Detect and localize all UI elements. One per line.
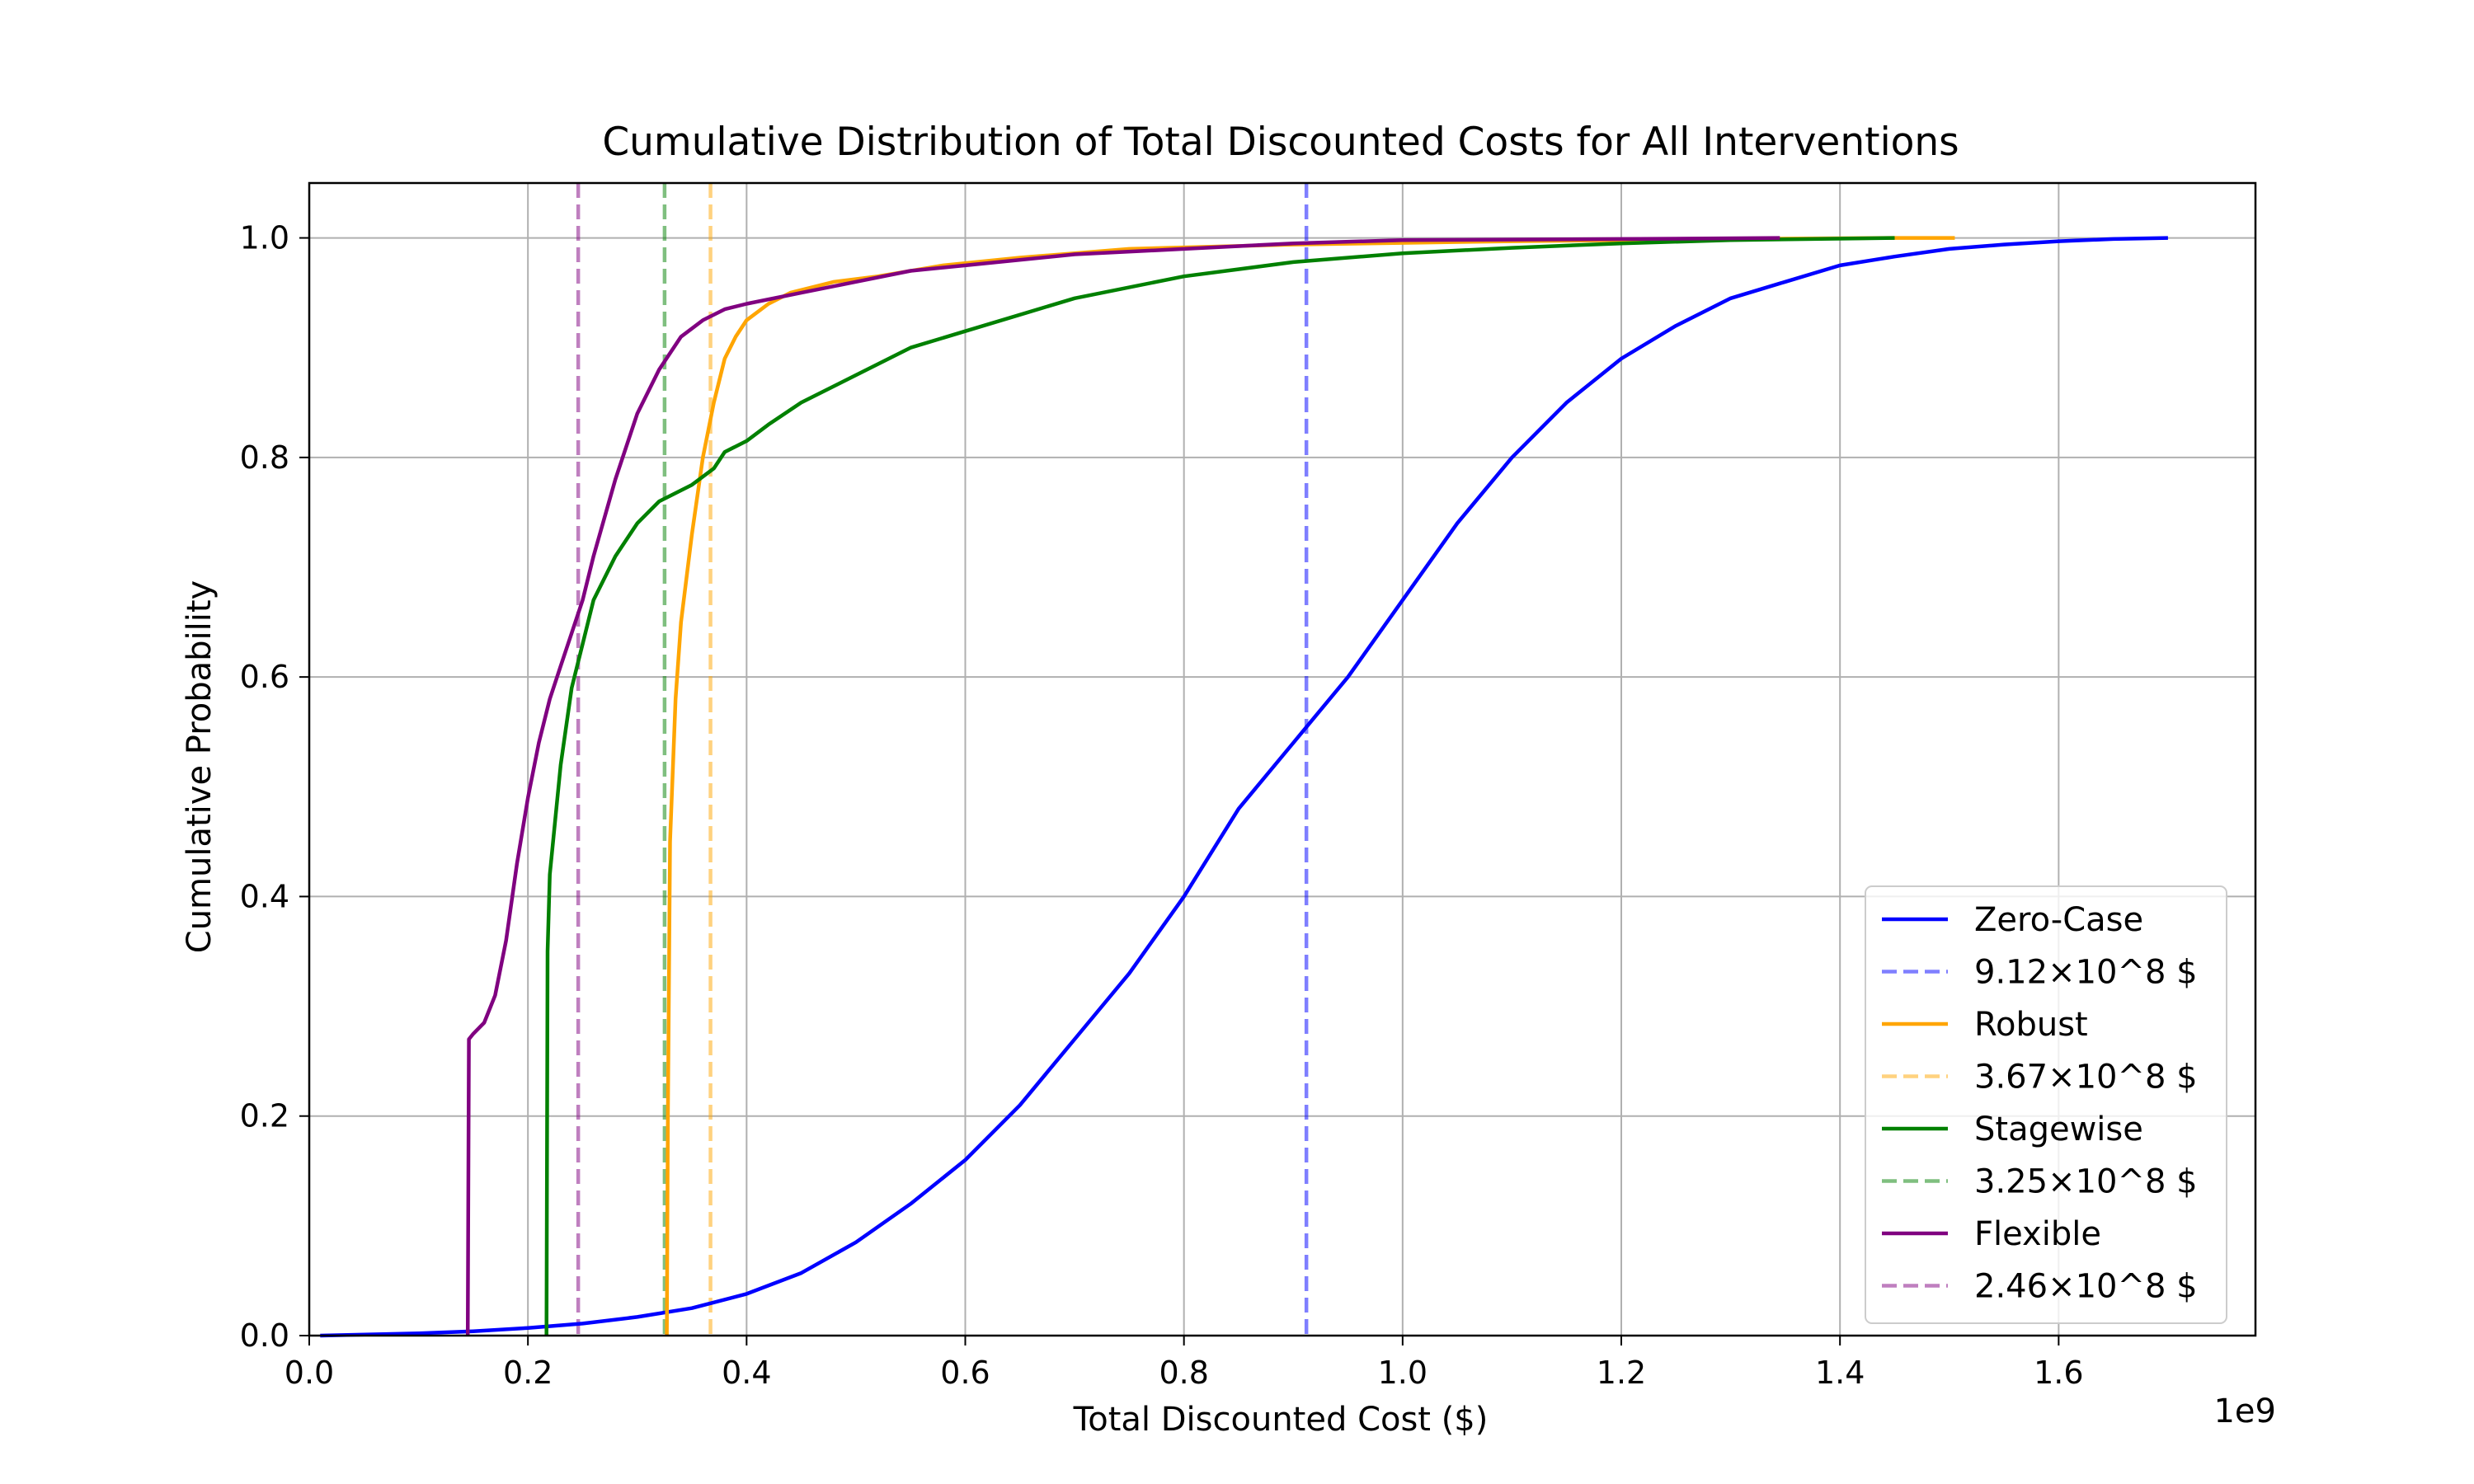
- y-axis-label: Cumulative Probability: [181, 580, 219, 953]
- x-tick-label: 0.8: [1159, 1355, 1208, 1391]
- series-line: [320, 236, 2168, 1338]
- legend-label: Zero-Case: [1974, 901, 2143, 939]
- y-tick-label: 0.4: [240, 878, 289, 914]
- x-tick-label: 1.6: [2034, 1355, 2083, 1391]
- legend: Zero-Case 9.12×10^8 $ Robust 3.67×10^8 $ Sta…: [1865, 885, 2227, 1324]
- legend-label: 3.25×10^8 $: [1974, 1163, 2198, 1201]
- y-tick-label: 1.0: [240, 220, 289, 256]
- x-tick-label: 1.0: [1378, 1355, 1427, 1391]
- y-tick-label: 0.0: [240, 1317, 289, 1354]
- x-axis-label: Total Discounted Cost ($): [1073, 1401, 1489, 1439]
- axis-ticks: 0.0 0.2 0.4 0.6 0.8 1.0 1.2 1.4 1.6 0.0 0.2 0.4 0.6 0…: [240, 220, 2084, 1391]
- x-axis-offset-label: 1e9: [2213, 1392, 2276, 1430]
- legend-label: Robust: [1974, 1006, 2088, 1044]
- legend-label: Flexible: [1974, 1215, 2101, 1253]
- y-tick-label: 0.8: [240, 439, 289, 476]
- legend-label: 9.12×10^8 $: [1974, 954, 2198, 992]
- legend-label: 3.67×10^8 $: [1974, 1059, 2198, 1097]
- legend-box: [1865, 885, 2227, 1324]
- series-line: [665, 236, 1955, 1336]
- legend-label: Stagewise: [1974, 1111, 2143, 1148]
- x-tick-label: 0.2: [503, 1355, 553, 1391]
- series-line: [544, 236, 1895, 1336]
- plot-frame: [308, 181, 2257, 1337]
- series-lines: [320, 236, 2168, 1338]
- x-tick-label: 1.4: [1815, 1355, 1865, 1391]
- y-tick-label: 0.2: [240, 1098, 289, 1134]
- y-tick-label: 0.6: [240, 659, 289, 695]
- x-tick-label: 0.6: [940, 1355, 990, 1391]
- series-line: [465, 236, 1780, 1336]
- x-tick-label: 0.0: [285, 1355, 334, 1391]
- x-tick-label: 0.4: [722, 1355, 771, 1391]
- legend-label: 2.46×10^8 $: [1974, 1268, 2198, 1306]
- x-tick-label: 1.2: [1597, 1355, 1646, 1391]
- chart-title: Cumulative Distribution of Total Discoun…: [602, 120, 1959, 165]
